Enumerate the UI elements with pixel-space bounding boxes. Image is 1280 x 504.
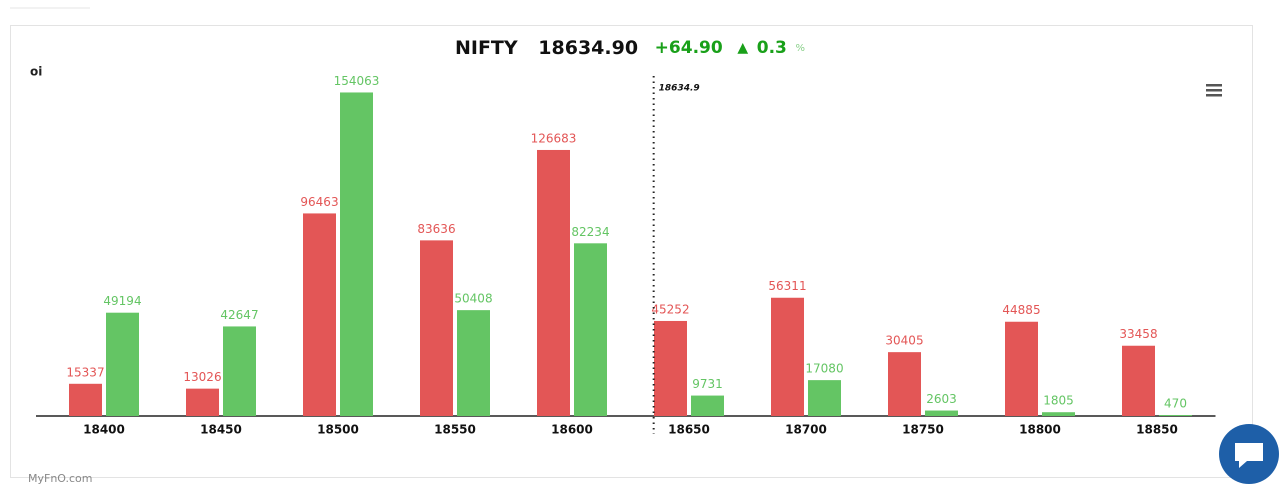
pct: 0.3 [757, 38, 787, 58]
value-label: 1805 [1043, 394, 1074, 408]
menu-bar [1206, 84, 1222, 87]
spot-label: 18634.9 [659, 84, 700, 94]
price: 18634.90 [538, 37, 638, 59]
chat-icon [1235, 443, 1263, 468]
bar [771, 297, 804, 416]
chat-button[interactable] [1219, 424, 1279, 484]
menu-bar [1206, 89, 1222, 92]
value-label: 470 [1164, 397, 1187, 411]
menu-bar [1206, 94, 1222, 97]
x-tick-label: 18500 [317, 423, 359, 437]
value-label: 96463 [300, 195, 338, 209]
bar [457, 310, 490, 416]
x-tick-label: 18800 [1019, 423, 1061, 437]
bar [186, 388, 219, 416]
x-tick-label: 18550 [434, 423, 476, 437]
bar [106, 312, 139, 416]
value-label: 9731 [692, 377, 723, 391]
bar [1159, 415, 1192, 416]
value-label: 17080 [805, 362, 843, 376]
change: +64.90 [655, 38, 723, 58]
symbol: NIFTY [455, 37, 518, 59]
menu-icon[interactable] [1206, 84, 1222, 97]
value-label: 2603 [926, 392, 957, 406]
bar [223, 326, 256, 416]
bar [1042, 412, 1075, 416]
bar [691, 395, 724, 416]
bar [340, 92, 373, 416]
value-label: 44885 [1002, 303, 1040, 317]
value-label: 49194 [103, 294, 141, 308]
value-label: 42647 [220, 308, 258, 322]
value-label: 45252 [651, 302, 689, 316]
value-label: 50408 [454, 292, 492, 306]
watermark: MyFnO.com [28, 472, 93, 485]
value-label: 13026 [183, 370, 221, 384]
bar [925, 410, 958, 416]
value-label: 56311 [768, 279, 806, 293]
x-tick-label: 18650 [668, 423, 710, 437]
bar [888, 352, 921, 416]
x-tick-label: 18750 [902, 423, 944, 437]
bar [69, 383, 102, 416]
x-tick-label: 18850 [1136, 423, 1178, 437]
bar [420, 240, 453, 416]
bar [1122, 345, 1155, 416]
value-label: 33458 [1119, 327, 1157, 341]
chart-title: NIFTY 18634.90 +64.90 ▲ 0.3 % [455, 37, 805, 59]
value-label: 83636 [417, 222, 455, 236]
value-label: 154063 [334, 74, 380, 88]
bar [808, 380, 841, 416]
bar [654, 320, 687, 416]
bar [537, 149, 570, 416]
x-tick-label: 18600 [551, 423, 593, 437]
y-axis-label: oi [30, 65, 42, 79]
bar [1005, 321, 1038, 416]
value-label: 15337 [66, 365, 104, 379]
x-tick-label: 18700 [785, 423, 827, 437]
value-label: 30405 [885, 334, 923, 348]
value-label: 82234 [571, 225, 609, 239]
up-arrow: ▲ [737, 40, 748, 56]
x-tick-label: 18450 [200, 423, 242, 437]
x-tick-label: 18400 [83, 423, 125, 437]
bar [303, 213, 336, 416]
value-label: 126683 [531, 131, 577, 145]
pct-unit: % [795, 43, 805, 54]
bar [574, 243, 607, 416]
